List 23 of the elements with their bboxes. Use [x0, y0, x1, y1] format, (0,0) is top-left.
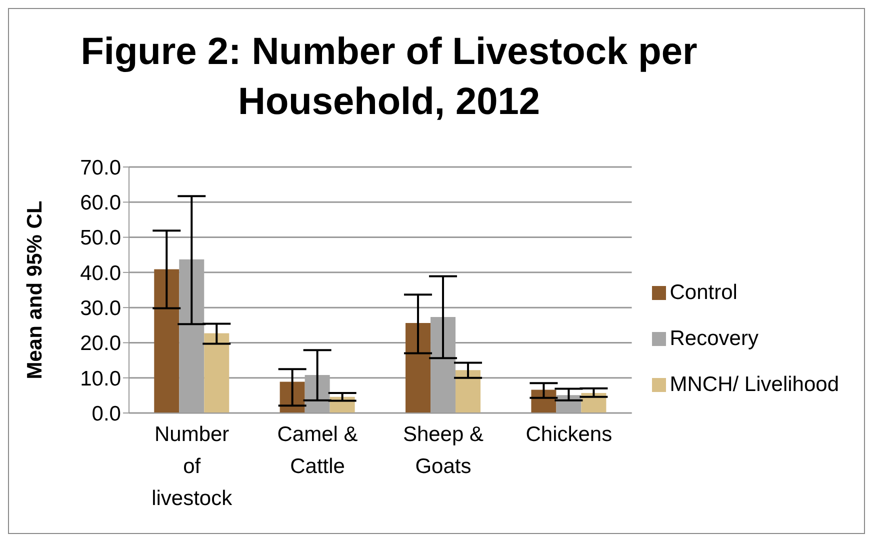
- y-tick-label: 60.0: [80, 192, 121, 215]
- x-tick-label: Sheep & Goats: [402, 423, 484, 478]
- x-tick-label: Number of livestock: [152, 423, 233, 510]
- bar: [430, 317, 456, 413]
- legend-label: Control: [670, 281, 738, 304]
- y-tick-label: 0.0: [92, 402, 121, 426]
- y-tick-label: 30.0: [80, 297, 121, 320]
- y-tick-label: 10.0: [80, 367, 121, 390]
- x-tick-label: Camel & Cattle: [277, 423, 358, 478]
- y-tick-label: 70.0: [80, 156, 121, 180]
- chart-title: Figure 2: Number of Livestock per Household, 2012: [80, 30, 698, 125]
- legend-label: Recovery: [670, 327, 758, 350]
- y-tick-label: 20.0: [80, 332, 121, 356]
- bar: [179, 259, 204, 413]
- bar: [154, 269, 180, 413]
- x-tick-label: Chickens: [526, 423, 612, 446]
- bar: [406, 323, 431, 413]
- bar: [456, 370, 481, 413]
- bar: [204, 333, 230, 413]
- y-tick-label: 50.0: [80, 226, 121, 250]
- y-tick-label: 40.0: [80, 262, 121, 285]
- y-axis-title: Mean and 95% CL: [23, 200, 46, 380]
- legend-label: MNCH/ Livelihood: [670, 373, 839, 396]
